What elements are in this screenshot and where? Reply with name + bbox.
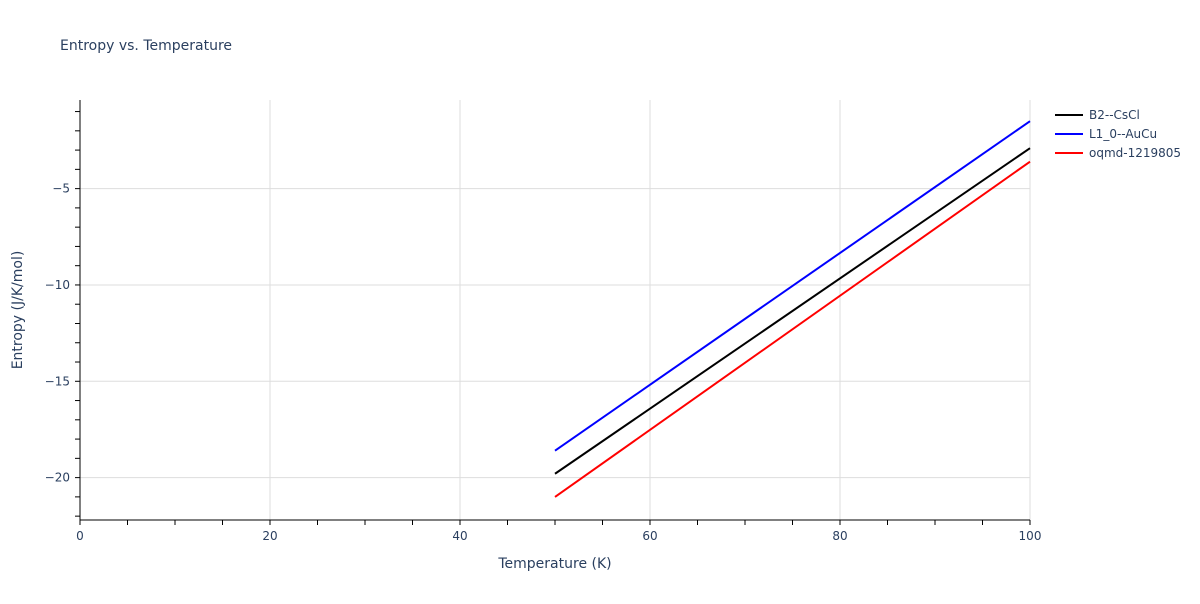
legend: B2--CsCl L1_0--AuCu oqmd-1219805 xyxy=(1055,108,1181,160)
legend-label: oqmd-1219805 xyxy=(1089,146,1181,160)
x-tick-label: 40 xyxy=(452,529,467,543)
series-line xyxy=(554,147,1031,475)
y-axis-title: Entropy (J/K/mol) xyxy=(10,251,26,370)
y-tick-label: −10 xyxy=(45,278,70,292)
axes xyxy=(75,100,1031,525)
chart-title: Entropy vs. Temperature xyxy=(60,38,232,54)
x-tick-label: 100 xyxy=(1019,529,1042,543)
y-tick-label: −5 xyxy=(52,182,70,196)
x-tick-label: 0 xyxy=(76,529,84,543)
y-tick-label: −20 xyxy=(45,471,70,485)
tick-labels: 0 20 40 60 80 100 −5 −10 −15 −20 xyxy=(45,182,1042,543)
x-tick-label: 80 xyxy=(832,529,847,543)
grid-lines xyxy=(80,100,1031,520)
series-line xyxy=(554,120,1031,452)
legend-label: B2--CsCl xyxy=(1089,108,1140,122)
y-tick-label: −15 xyxy=(45,374,70,388)
x-tick-label: 20 xyxy=(262,529,277,543)
series-line xyxy=(554,160,1031,498)
legend-label: L1_0--AuCu xyxy=(1089,127,1157,141)
x-tick-label: 60 xyxy=(642,529,657,543)
x-axis-title: Temperature (K) xyxy=(497,556,611,572)
series-lines xyxy=(554,120,1031,498)
